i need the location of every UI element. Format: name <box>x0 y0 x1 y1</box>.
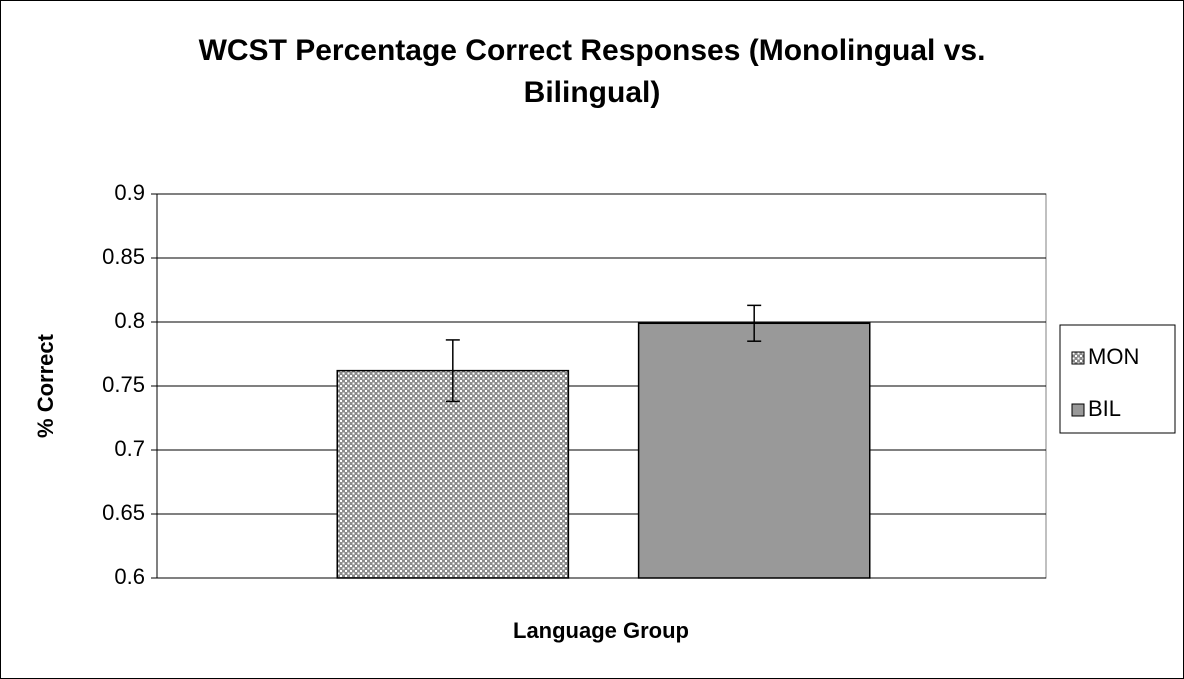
legend-label: MON <box>1088 344 1139 369</box>
bar <box>637 322 871 579</box>
y-tick-label: 0.8 <box>114 308 145 333</box>
y-tick-label: 0.9 <box>114 180 145 205</box>
y-tick-label: 0.6 <box>114 564 145 589</box>
x-axis-label: Language Group <box>513 618 689 643</box>
y-tick-label: 0.65 <box>102 500 145 525</box>
legend-swatch <box>1071 351 1085 365</box>
y-tick-label: 0.85 <box>102 244 145 269</box>
y-axis-label: % Correct <box>33 333 58 438</box>
error-bar <box>747 304 762 342</box>
y-tick-label: 0.75 <box>102 372 145 397</box>
bar <box>336 369 570 579</box>
legend-swatch <box>1071 403 1085 417</box>
chart-title: WCST Percentage Correct Responses (Monol… <box>198 34 986 109</box>
y-tick-label: 0.7 <box>114 436 145 461</box>
legend-label: BIL <box>1088 396 1121 421</box>
error-bar <box>445 339 460 403</box>
